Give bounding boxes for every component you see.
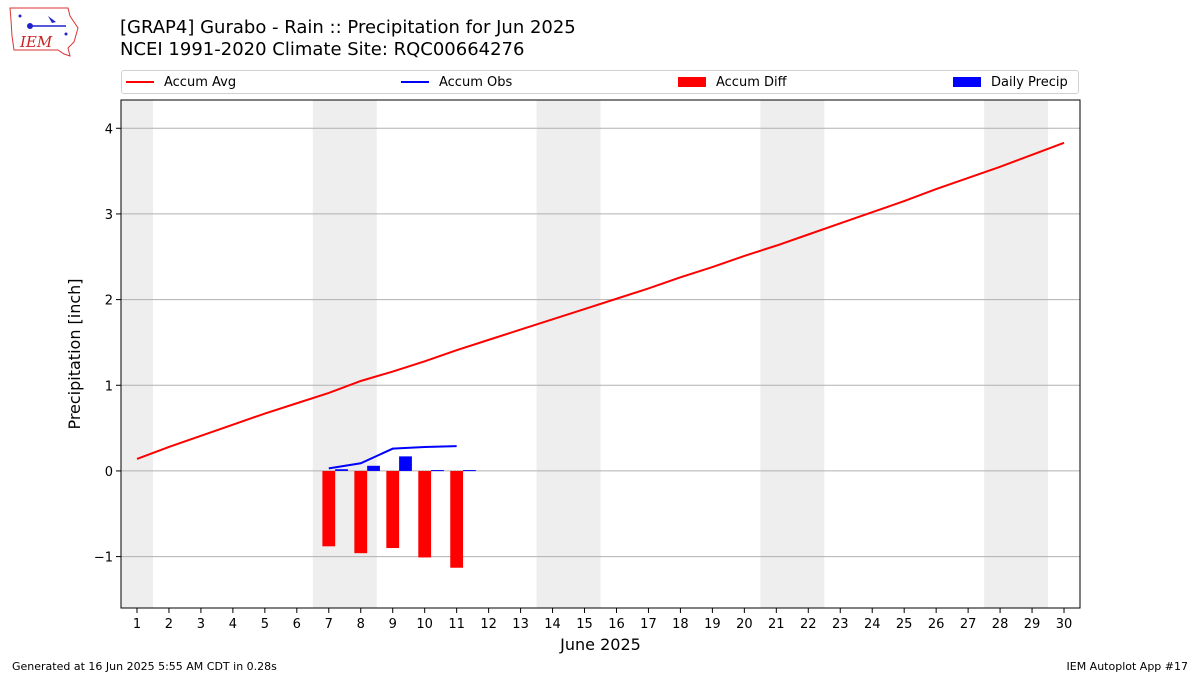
accum-diff-bar: [418, 470, 432, 558]
legend-item-accum-diff: Accum Diff: [678, 71, 787, 93]
plot-frame: [120, 99, 1081, 609]
x-tick-label: 8: [357, 617, 365, 632]
x-tick-label: 21: [768, 617, 785, 632]
x-tick-label: 23: [832, 617, 849, 632]
x-tick-label: 10: [416, 617, 433, 632]
x-tick-label: 17: [640, 617, 657, 632]
x-tick-label: 29: [1024, 617, 1041, 632]
legend-item-daily-precip: Daily Precip: [953, 71, 1068, 93]
chart-subtitle: NCEI 1991-2020 Climate Site: RQC00664276: [120, 39, 525, 60]
iem-logo: IEM: [9, 7, 79, 57]
weekend-band: [536, 100, 601, 608]
legend-swatch: [126, 81, 154, 83]
legend-label: Accum Diff: [716, 74, 787, 90]
y-axis-label: Precipitation [inch]: [65, 278, 84, 429]
y-tick-label: 3: [105, 208, 113, 223]
accum-diff-bar: [354, 470, 368, 554]
daily-precip-bar: [463, 470, 476, 472]
daily-precip-bar: [431, 470, 444, 472]
chart-title: [GRAP4] Gurabo - Rain :: Precipitation f…: [120, 17, 576, 38]
footer-app: IEM Autoplot App #17: [1066, 660, 1189, 673]
accum-diff-bar: [322, 470, 336, 547]
logo-text: IEM: [19, 33, 53, 51]
x-tick-label: 15: [576, 617, 593, 632]
x-tick-label: 11: [448, 617, 465, 632]
legend-swatch: [678, 77, 706, 87]
footer-generated: Generated at 16 Jun 2025 5:55 AM CDT in …: [12, 660, 277, 673]
x-tick-label: 4: [229, 617, 237, 632]
accum-avg-line: [136, 141, 1065, 460]
x-axis-label: June 2025: [559, 635, 641, 654]
x-tick-label: 30: [1056, 617, 1073, 632]
x-tick-label: 12: [480, 617, 497, 632]
x-tick-label: 25: [896, 617, 913, 632]
x-tick-label: 27: [960, 617, 977, 632]
x-tick-label: 7: [325, 617, 333, 632]
accum-diff-bar: [386, 470, 400, 549]
legend-swatch: [953, 77, 981, 87]
x-tick-label: 22: [800, 617, 817, 632]
legend-swatch: [401, 81, 429, 83]
weekend-band: [121, 100, 153, 608]
x-tick-label: 24: [864, 617, 881, 632]
y-tick-label: 1: [105, 379, 113, 394]
x-tick-label: 14: [544, 617, 561, 632]
legend-item-accum-avg: Accum Avg: [126, 71, 236, 93]
accum-obs-line: [328, 445, 457, 470]
y-tick-label: 2: [105, 294, 113, 309]
x-tick-label: 16: [608, 617, 625, 632]
legend: Accum Avg Accum Obs Accum Diff Daily Pre…: [121, 70, 1079, 94]
x-tick-label: 26: [928, 617, 945, 632]
y-tick-label: 0: [105, 465, 113, 480]
daily-precip-bar: [335, 469, 348, 471]
accum-diff-bar: [450, 470, 464, 568]
weekend-band: [760, 100, 825, 608]
y-tick-label: 4: [105, 122, 113, 137]
y-tick-label: −1: [94, 551, 113, 566]
daily-precip-bar: [399, 456, 412, 471]
x-tick-label: 6: [293, 617, 301, 632]
x-tick-label: 5: [261, 617, 269, 632]
x-tick-label: 13: [512, 617, 529, 632]
legend-label: Accum Obs: [439, 74, 513, 90]
x-tick-label: 19: [704, 617, 721, 632]
x-tick-label: 3: [197, 617, 205, 632]
weekend-band: [984, 100, 1049, 608]
daily-precip-bar: [367, 465, 380, 471]
x-tick-label: 1: [133, 617, 141, 632]
x-tick-label: 18: [672, 617, 689, 632]
legend-label: Accum Avg: [164, 74, 237, 90]
x-tick-label: 2: [165, 617, 173, 632]
weekend-band: [312, 100, 377, 608]
x-tick-label: 28: [992, 617, 1009, 632]
legend-label: Daily Precip: [991, 74, 1068, 90]
x-tick-label: 9: [389, 617, 397, 632]
legend-item-accum-obs: Accum Obs: [401, 71, 512, 93]
x-tick-label: 20: [736, 617, 753, 632]
